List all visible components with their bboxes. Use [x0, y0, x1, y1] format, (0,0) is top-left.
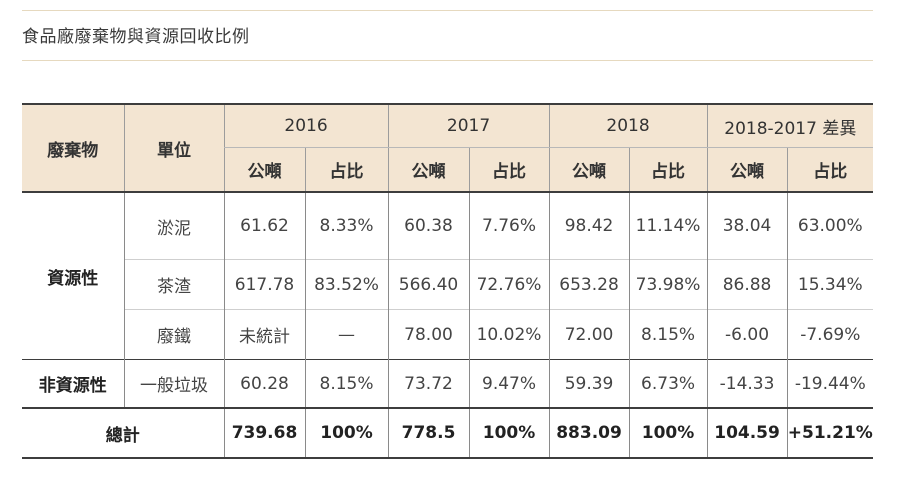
sub-pct: 占比	[628, 147, 708, 192]
sub-ton: 公噸	[548, 147, 630, 192]
cell: -14.33	[706, 359, 788, 408]
row-item: 淤泥	[123, 192, 224, 260]
group-nonresource: 非資源性	[22, 359, 124, 408]
table-row: 資源性 淤泥 61.62 8.33% 60.38 7.76% 98.42 11.…	[22, 192, 874, 289]
sub-ton: 公噸	[706, 147, 788, 192]
total-cell: 104.59	[706, 408, 788, 458]
sub-ton: 公噸	[223, 147, 305, 192]
total-cell: 100%	[304, 408, 389, 458]
header-unit: 單位	[123, 104, 224, 192]
cell: 63.00%	[786, 192, 874, 260]
cell: 78.00	[387, 309, 470, 360]
cell: 9.47%	[468, 359, 550, 408]
cell: 617.78	[223, 259, 305, 310]
total-cell: +51.21%	[786, 408, 874, 458]
total-cell: 778.5	[387, 408, 470, 458]
cell: 未統計	[223, 309, 305, 360]
header-year-2016: 2016	[223, 104, 389, 148]
total-cell: 739.68	[223, 408, 305, 458]
cell: 653.28	[548, 259, 630, 310]
group-resource: 資源性	[47, 268, 99, 289]
row-item: 一般垃圾	[123, 359, 224, 408]
table-row: 茶渣 617.78 83.52% 566.40 72.76% 653.28 73…	[22, 259, 874, 310]
waste-table: 廢棄物 單位 2016 2017 2018 2018-2017 差異 公噸 占比…	[22, 103, 874, 459]
cell: 72.00	[548, 309, 630, 360]
cell: 38.04	[706, 192, 788, 260]
header-year-2018: 2018	[548, 104, 708, 148]
cell: 15.34%	[786, 259, 874, 310]
cell: 73.98%	[628, 259, 708, 310]
cell: 83.52%	[304, 259, 389, 310]
cell: 61.62	[223, 192, 305, 260]
cell: 98.42	[548, 192, 630, 260]
row-item: 廢鐵	[123, 309, 224, 360]
cell: 7.76%	[468, 192, 550, 260]
cell: 8.15%	[304, 359, 389, 408]
title-rule	[22, 60, 873, 61]
total-label: 總計	[105, 425, 140, 446]
total-cell: 883.09	[548, 408, 630, 458]
table-row: 非資源性 一般垃圾 60.28 8.15% 73.72 9.47% 59.39 …	[22, 359, 874, 408]
cell: 11.14%	[628, 192, 708, 260]
header-year-2017: 2017	[387, 104, 550, 148]
cell: 59.39	[548, 359, 630, 408]
cell: 72.76%	[468, 259, 550, 310]
cell: 8.15%	[628, 309, 708, 360]
sub-pct: 占比	[786, 147, 874, 192]
total-cell: 100%	[628, 408, 708, 458]
cell: 73.72	[387, 359, 470, 408]
top-rule	[22, 10, 873, 11]
cell: 60.28	[223, 359, 305, 408]
sub-ton: 公噸	[387, 147, 470, 192]
cell: 566.40	[387, 259, 470, 310]
total-cell: 100%	[468, 408, 550, 458]
header-diff: 2018-2017 差異	[706, 104, 874, 148]
cell: 8.33%	[304, 192, 389, 260]
page-title: 食品廠廢棄物與資源回收比例	[22, 27, 250, 47]
cell: 60.38	[387, 192, 470, 260]
row-item: 茶渣	[123, 259, 224, 310]
cell: -7.69%	[786, 309, 874, 360]
table-row: 廢鐵 未統計 — 78.00 10.02% 72.00 8.15% -6.00 …	[22, 309, 874, 360]
sub-pct: 占比	[304, 147, 389, 192]
sub-pct: 占比	[468, 147, 550, 192]
cell: —	[304, 309, 389, 360]
cell: -19.44%	[786, 359, 874, 408]
total-row: 總計 739.68 100% 778.5 100% 883.09 100% 10…	[22, 408, 874, 458]
cell: -6.00	[706, 309, 788, 360]
cell: 86.88	[706, 259, 788, 310]
cell: 10.02%	[468, 309, 550, 360]
cell: 6.73%	[628, 359, 708, 408]
header-waste: 廢棄物	[22, 104, 124, 192]
